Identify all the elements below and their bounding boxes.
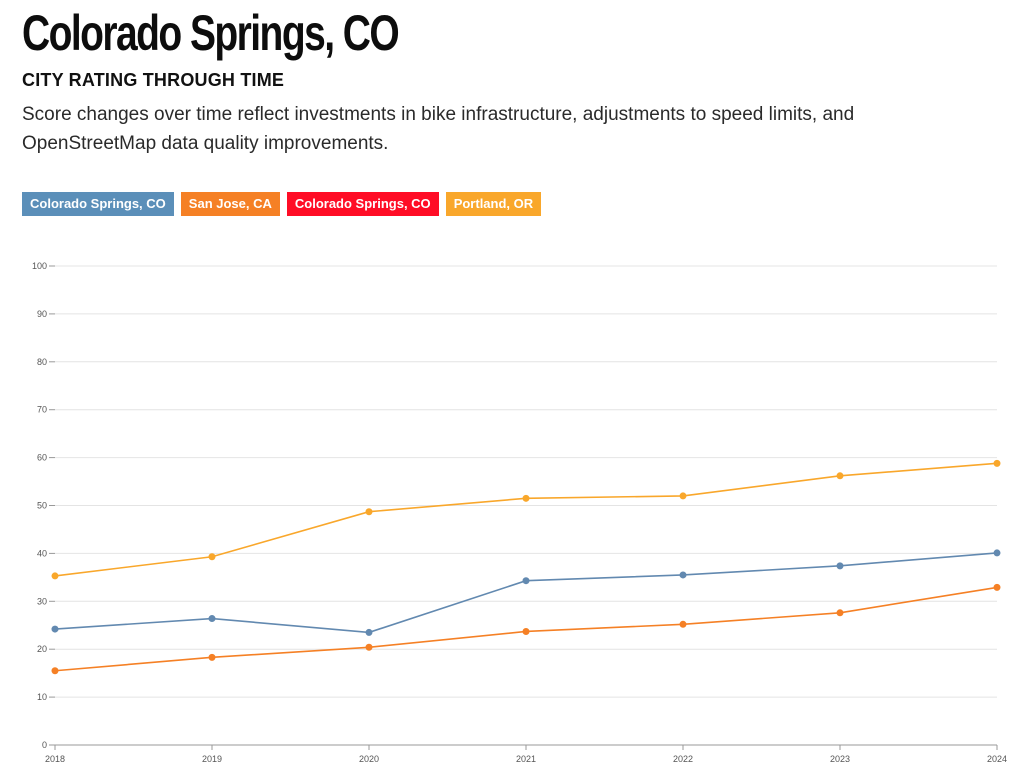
x-tick-label-2023: 2023 [830, 754, 850, 764]
y-tick-label-0: 0 [42, 740, 47, 750]
page-title: Colorado Springs, CO [22, 5, 400, 61]
data-point-san-jose-ca-2020 [365, 643, 373, 651]
y-tick-label-70: 70 [37, 405, 47, 415]
y-tick-label-30: 30 [37, 596, 47, 606]
data-point-san-jose-ca-2019 [208, 653, 216, 661]
x-tick-label-2020: 2020 [359, 754, 379, 764]
data-point-portland-or-2021 [522, 494, 530, 502]
y-tick-label-90: 90 [37, 309, 47, 319]
data-point-portland-or-2023 [836, 472, 844, 480]
data-point-san-jose-ca-2021 [522, 627, 530, 635]
y-tick-label-10: 10 [37, 692, 47, 702]
y-tick-label-20: 20 [37, 644, 47, 654]
legend-item-colorado-springs[interactable]: Colorado Springs, CO [22, 192, 174, 216]
data-point-colorado-springs-co-2018 [51, 625, 59, 633]
x-tick-label-2018: 2018 [45, 754, 65, 764]
legend-item-colorado-springs-secondary[interactable]: Colorado Springs, CO [286, 192, 439, 216]
data-point-colorado-springs-co-2019 [208, 615, 216, 623]
series-line-colorado-springs-co [54, 552, 998, 634]
data-point-colorado-springs-co-2020 [365, 628, 373, 636]
y-tick-label-100: 100 [32, 261, 47, 271]
data-point-portland-or-2018 [51, 572, 59, 580]
data-point-colorado-springs-co-2024 [993, 549, 1001, 557]
legend-item-portland[interactable]: Portland, OR [445, 192, 542, 216]
series-line-portland-or [54, 462, 998, 577]
data-point-colorado-springs-co-2022 [679, 571, 687, 579]
data-point-san-jose-ca-2022 [679, 620, 687, 628]
y-tick-label-80: 80 [37, 357, 47, 367]
x-tick-label-2024: 2024 [987, 754, 1007, 764]
legend-item-san-jose[interactable]: San Jose, CA [180, 192, 280, 216]
city-rating-line-chart: 0 10 20 30 40 50 60 70 80 90 100 2018 2019 2020 2021 20… [32, 261, 1007, 764]
section-title: CITY RATING THROUGH TIME [22, 70, 285, 90]
y-tick-label-60: 60 [37, 453, 47, 463]
x-tick-label-2019: 2019 [202, 754, 222, 764]
data-point-portland-or-2020 [365, 508, 373, 516]
data-point-portland-or-2024 [993, 459, 1001, 467]
x-tick-label-2021: 2021 [516, 754, 536, 764]
data-point-san-jose-ca-2018 [51, 667, 59, 675]
data-point-colorado-springs-co-2023 [836, 562, 844, 570]
y-tick-label-50: 50 [37, 501, 47, 511]
data-point-san-jose-ca-2023 [836, 609, 844, 617]
data-point-portland-or-2019 [208, 553, 216, 561]
data-point-san-jose-ca-2024 [993, 583, 1001, 591]
data-point-portland-or-2022 [679, 492, 687, 500]
chart-description: Score changes over time reflect investme… [22, 104, 855, 154]
x-tick-label-2022: 2022 [673, 754, 693, 764]
legend: Colorado Springs, CO San Jose, CA Colora… [22, 192, 542, 216]
data-point-colorado-springs-co-2021 [522, 577, 530, 585]
y-tick-label-40: 40 [37, 548, 47, 558]
